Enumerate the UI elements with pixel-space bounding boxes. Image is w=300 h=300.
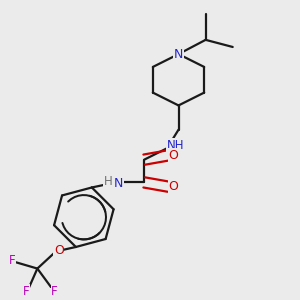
Text: F: F — [22, 285, 29, 298]
Text: F: F — [51, 285, 58, 298]
Text: NH: NH — [167, 139, 184, 152]
Text: O: O — [54, 244, 64, 256]
Text: O: O — [169, 149, 178, 162]
Text: N: N — [114, 177, 123, 190]
Text: N: N — [174, 48, 183, 61]
Text: O: O — [169, 180, 178, 193]
Text: H: H — [103, 175, 112, 188]
Text: F: F — [8, 254, 15, 267]
